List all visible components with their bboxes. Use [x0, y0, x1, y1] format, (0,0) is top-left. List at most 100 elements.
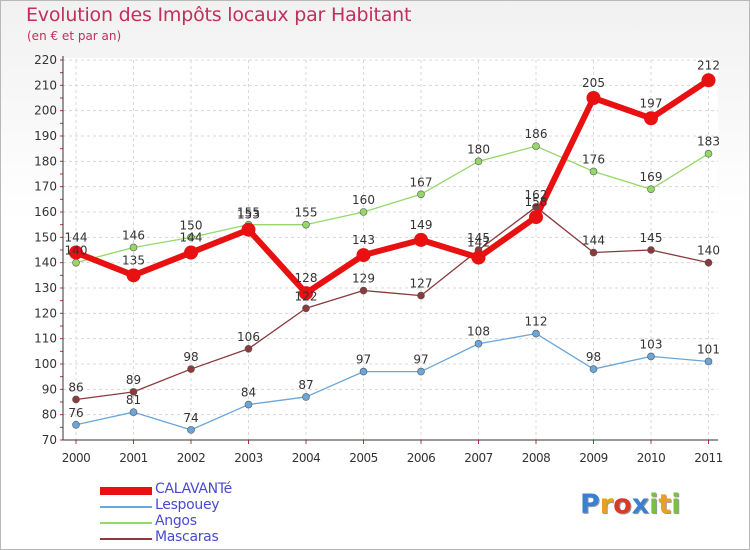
data-label-lespouey: 101 [697, 342, 720, 356]
data-label-angos: 160 [352, 193, 375, 207]
data-point-calavant [644, 111, 658, 126]
logo-letter: i [671, 489, 681, 520]
data-label-mascaras: 145 [467, 231, 490, 245]
data-label-angos: 183 [697, 135, 720, 149]
y-tick-label: 70 [42, 433, 57, 447]
legend-item: Mascaras [100, 529, 360, 547]
x-tick-label: 2005 [349, 451, 378, 465]
data-label-angos: 176 [582, 152, 605, 166]
data-point-angos [129, 243, 138, 252]
data-point-lespouey [187, 426, 195, 434]
data-point-angos [589, 167, 598, 176]
logo-letter: t [658, 489, 672, 520]
data-point-mascaras [302, 304, 310, 313]
data-point-calavant [529, 210, 543, 225]
data-label-angos: 155 [295, 206, 318, 220]
y-tick-label: 140 [34, 256, 57, 270]
data-label-lespouey: 97 [356, 353, 371, 367]
data-point-mascaras [129, 388, 138, 396]
y-tick-label: 190 [34, 129, 57, 143]
data-point-mascaras [359, 286, 368, 295]
y-tick-label: 150 [34, 230, 57, 244]
y-tick-label: 100 [34, 357, 57, 371]
data-label-lespouey: 103 [640, 337, 663, 351]
data-point-calavant [586, 91, 601, 105]
x-tick-label: 2002 [177, 451, 206, 465]
legend-swatch [100, 522, 152, 524]
logo-letter: i [649, 489, 659, 520]
data-point-angos [72, 258, 80, 267]
x-tick-label: 2003 [234, 451, 263, 465]
data-label-angos: 167 [410, 175, 433, 189]
data-point-mascaras [589, 248, 598, 257]
data-point-mascaras [704, 258, 713, 267]
data-point-angos [474, 157, 483, 166]
y-tick-label: 130 [34, 281, 57, 295]
data-label-lespouey: 76 [68, 406, 83, 420]
series-line-calavant [74, 77, 711, 297]
data-point-lespouey [589, 365, 598, 373]
legend-swatch [100, 538, 152, 540]
data-label-mascaras: 122 [295, 289, 318, 303]
data-point-lespouey [474, 339, 483, 348]
data-label-lespouey: 81 [126, 393, 141, 407]
data-point-angos [417, 190, 425, 199]
legend-item: Lespouey [100, 497, 360, 515]
x-tick-label: 2006 [407, 451, 436, 465]
data-point-lespouey [417, 367, 425, 376]
data-label-mascaras: 86 [68, 380, 83, 394]
series-line-lespouey [75, 332, 709, 431]
data-point-angos [359, 208, 368, 216]
legend-item: CALAVANTé [100, 481, 360, 499]
data-label-mascaras: 98 [183, 350, 198, 364]
data-label-calavant: 142 [467, 236, 490, 250]
logo-letter: o [613, 489, 632, 520]
data-label-mascaras: 106 [237, 330, 260, 344]
data-point-calavant [414, 232, 428, 247]
proxiti-logo: Proxiti [580, 489, 681, 520]
legend-item: Angos [100, 513, 360, 531]
data-label-mascaras: 145 [640, 231, 663, 245]
y-tick-label: 110 [34, 332, 57, 346]
data-label-calavant: 212 [697, 58, 720, 72]
data-label-lespouey: 74 [183, 411, 198, 425]
x-tick-label: 2007 [464, 451, 493, 465]
data-label-calavant: 144 [180, 231, 203, 245]
data-point-angos [187, 233, 195, 242]
data-label-calavant: 128 [295, 271, 318, 285]
data-label-lespouey: 98 [586, 350, 601, 364]
data-point-lespouey [704, 357, 713, 366]
legend-swatch [100, 487, 152, 495]
data-point-lespouey [532, 329, 540, 338]
data-label-angos: 155 [237, 206, 260, 220]
data-point-calavant [126, 268, 141, 283]
y-tick-label: 80 [42, 408, 57, 422]
data-label-mascaras: 127 [410, 277, 433, 291]
data-label-mascaras: 162 [525, 188, 548, 202]
legend-label: Mascaras [155, 529, 219, 545]
data-point-lespouey [647, 352, 655, 361]
data-point-angos [532, 142, 540, 150]
legend-label: CALAVANTé [155, 481, 232, 497]
y-tick-label: 160 [34, 205, 57, 219]
data-label-mascaras: 129 [352, 272, 375, 286]
legend-swatch [100, 506, 152, 508]
data-point-angos [302, 220, 310, 229]
data-point-mascaras [417, 291, 425, 300]
data-point-calavant [299, 286, 313, 301]
data-label-angos: 180 [467, 142, 490, 156]
data-label-calavant: 143 [352, 233, 375, 247]
data-point-lespouey [244, 400, 253, 409]
y-tick-label: 170 [34, 180, 57, 194]
y-tick-label: 90 [42, 382, 57, 396]
data-label-lespouey: 112 [525, 315, 548, 329]
y-tick-label: 210 [34, 78, 57, 92]
data-label-calavant: 153 [237, 208, 260, 222]
data-point-mascaras [187, 365, 195, 373]
logo-letter: r [599, 489, 614, 520]
data-point-calavant [241, 222, 256, 237]
data-point-calavant [184, 245, 198, 260]
x-tick-label: 2001 [119, 451, 148, 465]
data-label-mascaras: 144 [582, 234, 605, 248]
data-label-lespouey: 84 [241, 386, 256, 400]
